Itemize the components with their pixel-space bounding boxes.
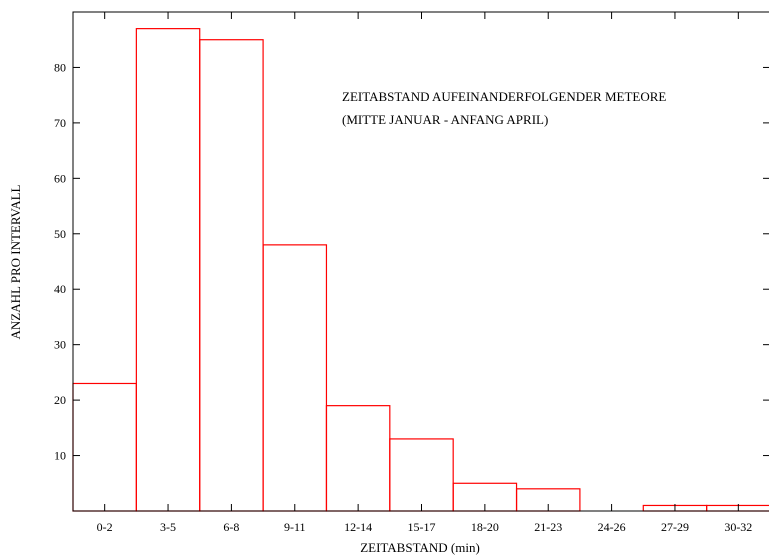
bar-15-17 xyxy=(389,438,454,512)
annotation-line-2: (MITTE JANUAR - ANFANG APRIL) xyxy=(342,112,548,127)
x-tick-label: 3-5 xyxy=(160,520,176,534)
bar-12-14 xyxy=(325,405,391,512)
bar-9-11 xyxy=(262,244,328,512)
y-axis: 10 20 30 40 50 60 70 80 xyxy=(54,60,769,463)
x-tick-label: 24-26 xyxy=(598,520,626,534)
y-tick-label: 40 xyxy=(54,282,66,296)
y-tick-label: 20 xyxy=(54,393,66,407)
x-axis: 0-2 3-5 6-8 9-11 12-14 15-17 18-20 21-23 24-26 27… xyxy=(97,12,752,534)
plot-frame xyxy=(72,11,769,512)
y-axis-label: ANZAHL PRO INTERVALL xyxy=(8,184,23,339)
annotation-line-1: ZEITABSTAND AUFEINANDERFOLGENDER METEORE xyxy=(342,89,666,104)
x-tick-label: 9-11 xyxy=(284,520,306,534)
y-tick-label: 70 xyxy=(54,116,66,130)
y-tick-label: 30 xyxy=(54,338,66,352)
x-tick-label: 15-17 xyxy=(408,520,436,534)
x-tick-label: 21-23 xyxy=(534,520,562,534)
bar-3-5 xyxy=(135,28,201,512)
y-tick-label: 80 xyxy=(54,60,66,74)
bar-6-8 xyxy=(199,39,264,512)
bar-0-2 xyxy=(72,382,137,512)
x-tick-label: 12-14 xyxy=(344,520,372,534)
x-tick-label: 27-29 xyxy=(661,520,689,534)
y-tick-label: 60 xyxy=(54,171,66,185)
x-tick-label: 18-20 xyxy=(471,520,499,534)
x-tick-label: 30-32 xyxy=(724,520,752,534)
x-tick-label: 0-2 xyxy=(97,520,113,534)
y-tick-label: 10 xyxy=(54,449,66,463)
y-tick-label: 50 xyxy=(54,227,66,241)
x-tick-label: 6-8 xyxy=(223,520,239,534)
x-axis-label: ZEITABSTAND (min) xyxy=(360,540,480,555)
